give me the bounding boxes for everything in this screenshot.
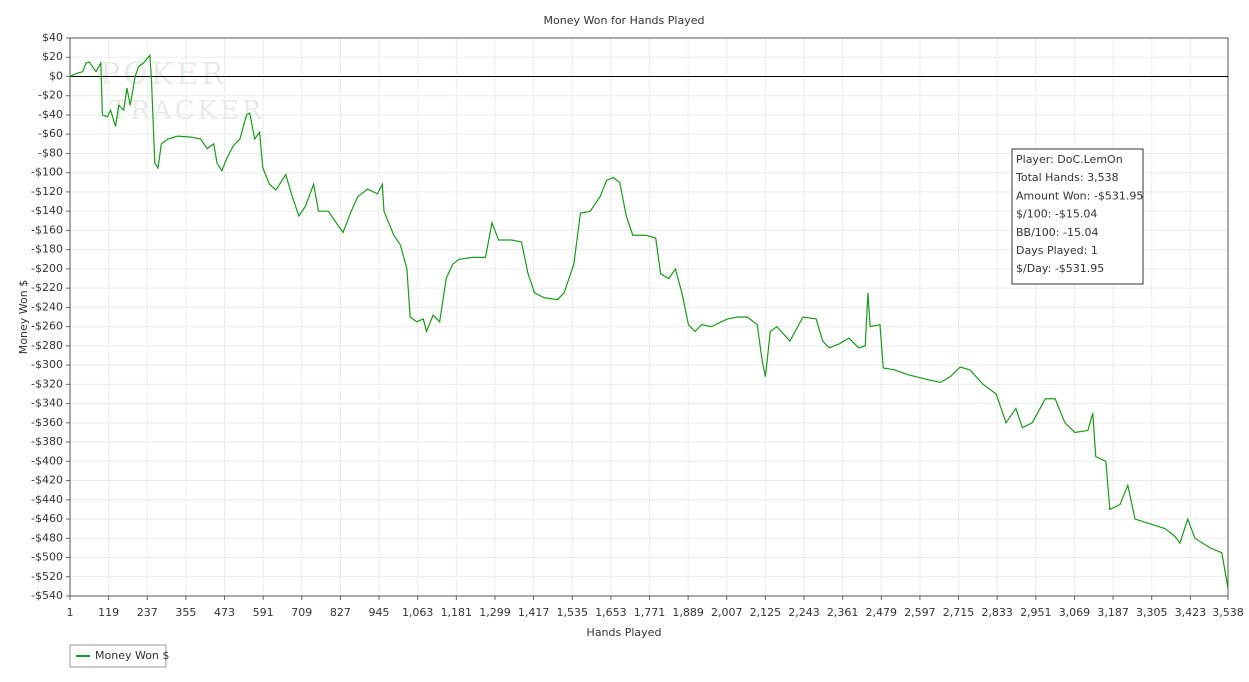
x-tick-label: 2,833 xyxy=(981,606,1013,619)
x-tick-label: 1,063 xyxy=(402,606,434,619)
y-tick-label: -$500 xyxy=(31,551,63,564)
x-axis-label: Hands Played xyxy=(587,626,662,639)
x-tick-label: 1,181 xyxy=(441,606,473,619)
y-axis-label: Money Won $ xyxy=(17,280,30,354)
y-tick-label: -$20 xyxy=(38,89,63,102)
x-tick-label: 1,535 xyxy=(556,606,588,619)
legend-box xyxy=(69,644,167,668)
x-tick-label: 1,417 xyxy=(518,606,550,619)
y-tick-label: -$380 xyxy=(31,435,63,448)
x-tick-label: 1,653 xyxy=(595,606,627,619)
plot-frame xyxy=(69,37,1229,597)
y-tick-label: -$480 xyxy=(31,531,63,544)
y-tick-label: -$340 xyxy=(31,397,63,410)
y-tick-label: $20 xyxy=(42,50,63,63)
x-tick-label: 2,715 xyxy=(943,606,975,619)
x-tick-label: 1,299 xyxy=(479,606,511,619)
watermark: POKER xyxy=(100,57,227,92)
x-tick-label: 2,479 xyxy=(866,606,898,619)
info-text: $/Day: -$531.95 xyxy=(1016,262,1104,275)
y-tick-label: -$320 xyxy=(31,377,63,390)
x-tick-label: 237 xyxy=(137,606,158,619)
y-tick-label: -$260 xyxy=(31,320,63,333)
info-text: BB/100: -15.04 xyxy=(1016,226,1098,239)
x-tick-label: 2,243 xyxy=(788,606,820,619)
x-tick-label: 119 xyxy=(98,606,119,619)
x-tick-label: 2,951 xyxy=(1020,606,1052,619)
x-tick-label: 827 xyxy=(330,606,351,619)
chart-title: Money Won for Hands Played xyxy=(544,14,705,27)
x-tick-label: 3,305 xyxy=(1136,606,1168,619)
y-tick-label: -$400 xyxy=(31,454,63,467)
x-tick-label: 591 xyxy=(253,606,274,619)
y-tick-label: -$280 xyxy=(31,339,63,352)
y-tick-label: -$240 xyxy=(31,300,63,313)
x-tick-label: 3,069 xyxy=(1059,606,1091,619)
y-tick-label: -$360 xyxy=(31,416,63,429)
info-text: Days Played: 1 xyxy=(1016,244,1098,257)
y-tick-label: -$80 xyxy=(38,146,63,159)
info-text: Total Hands: 3,538 xyxy=(1015,171,1119,184)
info-text: $/100: -$15.04 xyxy=(1016,208,1097,221)
x-tick-label: 3,187 xyxy=(1097,606,1129,619)
info-text: Amount Won: -$531.95 xyxy=(1016,189,1143,202)
info-box xyxy=(1011,148,1144,285)
y-tick-label: -$200 xyxy=(31,262,63,275)
x-tick-label: 473 xyxy=(214,606,235,619)
x-tick-label: 3,538 xyxy=(1212,606,1244,619)
y-tick-label: $0 xyxy=(49,69,63,82)
x-tick-label: 1,889 xyxy=(672,606,704,619)
y-tick-label: -$60 xyxy=(38,127,63,140)
x-tick-label: 2,007 xyxy=(711,606,743,619)
x-tick-label: 1,771 xyxy=(634,606,666,619)
y-tick-label: -$40 xyxy=(38,108,63,121)
y-tick-label: -$520 xyxy=(31,570,63,583)
x-tick-label: 709 xyxy=(291,606,312,619)
y-tick-label: -$140 xyxy=(31,204,63,217)
y-tick-label: -$220 xyxy=(31,281,63,294)
y-tick-label: -$420 xyxy=(31,474,63,487)
legend-label: Money Won $ xyxy=(95,649,169,662)
x-tick-label: 2,125 xyxy=(750,606,782,619)
y-tick-label: -$540 xyxy=(31,589,63,602)
y-tick-label: -$100 xyxy=(31,166,63,179)
y-tick-label: -$160 xyxy=(31,223,63,236)
x-tick-label: 1 xyxy=(67,606,74,619)
watermark: TRACKER xyxy=(110,96,265,126)
info-text: Player: DoC.LemOn xyxy=(1016,153,1123,166)
x-tick-label: 945 xyxy=(369,606,390,619)
y-tick-label: $40 xyxy=(42,31,63,44)
y-tick-label: -$440 xyxy=(31,493,63,506)
x-tick-label: 355 xyxy=(175,606,196,619)
x-tick-label: 3,423 xyxy=(1175,606,1207,619)
y-tick-label: -$460 xyxy=(31,512,63,525)
x-tick-label: 2,361 xyxy=(827,606,859,619)
x-tick-label: 2,597 xyxy=(904,606,936,619)
y-tick-label: -$300 xyxy=(31,358,63,371)
y-tick-label: -$180 xyxy=(31,243,63,256)
y-tick-label: -$120 xyxy=(31,185,63,198)
data-line xyxy=(69,53,1229,589)
